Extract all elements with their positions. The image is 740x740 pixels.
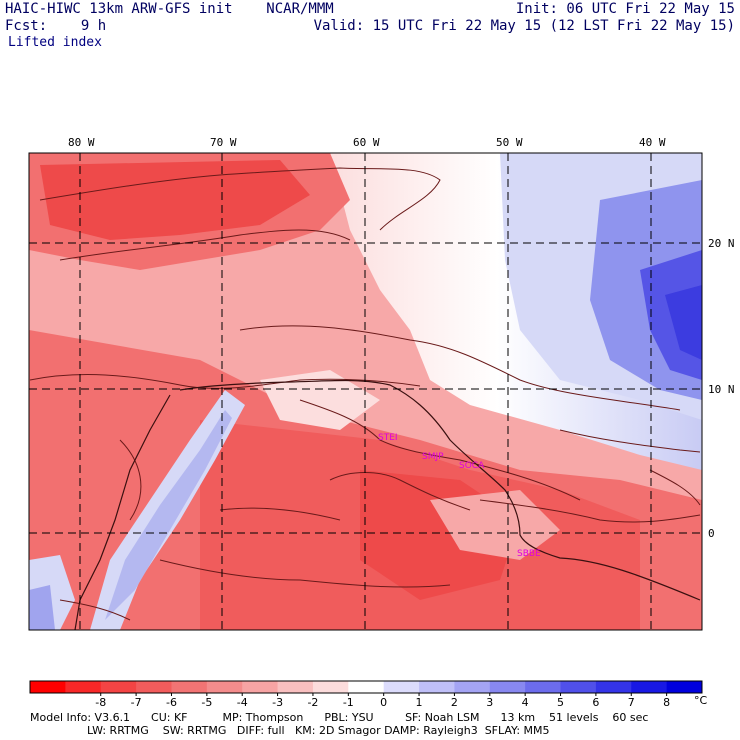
colorbar-swatch [136,681,172,693]
valid-time: Valid: 15 UTC Fri 22 May 15 (12 LST Fri … [313,18,735,34]
station-sbbe: SBBE [517,549,541,559]
colorbar-label: -3 [272,696,283,709]
colorbar-swatch [383,681,420,693]
colorbar-swatch [206,681,243,693]
colorbar-label: 8 [663,696,670,709]
colorbar-label: 1 [416,696,423,709]
colorbar-swatch [454,681,491,693]
colorbar-swatch [30,681,66,693]
colorbar-swatch [171,681,208,693]
lon-label-50w: 50 W [496,136,523,149]
lat-label-0: 0 [708,527,715,540]
colorbar-label: -7 [131,696,142,709]
colorbar-label: 2 [451,696,458,709]
lat-lon-grid [29,153,702,630]
colorbar-label: -2 [307,696,318,709]
map-frame [28,152,703,631]
lon-label-60w: 60 W [353,136,380,149]
colorbar-label: 6 [592,696,599,709]
model-info-line2: LW: RRTMG SW: RRTMG DIFF: full KM: 2D Sm… [87,724,550,737]
lat-label-10n: 10 N [708,383,735,396]
colorbar-swatch [489,681,526,693]
colorbar-label: 3 [486,696,493,709]
colorbar-label: -8 [95,696,106,709]
station-stei: STEI [378,433,398,443]
field-name: Lifted index [8,35,102,50]
colorbar-swatch [312,681,349,693]
colorbar-swatch [631,681,668,693]
colorbar-label: 0 [380,696,387,709]
colorbar-label: 5 [557,696,564,709]
lat-label-20n: 20 N [708,237,735,250]
colorbar-label: 7 [628,696,635,709]
colorbar-frame [29,680,703,694]
colorbar-label: -6 [166,696,177,709]
station-smjp: SMJP [422,452,444,462]
init-time: Init: 06 UTC Fri 22 May 15 [515,1,735,17]
plot-title: HAIC-HIWC 13km ARW-GFS init NCAR/MMM [5,1,334,17]
lon-label-40w: 40 W [639,136,666,149]
lon-label-70w: 70 W [210,136,237,149]
colorbar-swatch [242,681,279,693]
colorbar-unit: °C [694,694,708,707]
colorbar-label: 4 [522,696,529,709]
colorbar-swatch [560,681,597,693]
colorbar-swatch [666,681,703,693]
colorbar-swatch [419,681,455,693]
lon-label-80w: 80 W [68,136,95,149]
colorbar-swatch [525,681,562,693]
colorbar-label: -4 [237,696,248,709]
colorbar: -8 -7 -6 -5 -4 -3 -2 -1 0 1 2 3 4 5 6 7 8 [29,680,703,709]
forecast-hour: Fcst: 9 h [5,18,107,34]
colorbar-label: -5 [201,696,212,709]
colorbar-swatch [100,681,137,693]
station-soca: SOCA [459,461,485,471]
colorbar-swatch [65,681,102,693]
colorbar-swatch [277,681,314,693]
colorbar-label: -1 [343,696,354,709]
colorbar-swatch [595,681,632,693]
model-info-line1: Model Info: V3.6.1 CU: KF MP: Thompson P… [30,711,649,724]
colorbar-swatch [348,681,385,693]
